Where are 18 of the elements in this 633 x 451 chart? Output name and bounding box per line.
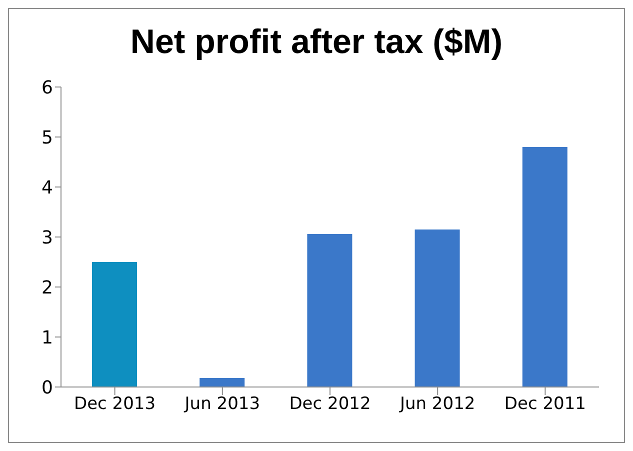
y-tick-label: 1 <box>42 327 53 348</box>
y-tick-label: 6 <box>42 77 53 98</box>
x-tick-label: Dec 2011 <box>504 394 586 414</box>
bar <box>522 147 568 387</box>
bar <box>414 230 460 387</box>
bar <box>307 234 352 387</box>
x-tick-label: Dec 2012 <box>289 394 371 414</box>
bar <box>92 262 137 387</box>
x-tick-label: Jun 2013 <box>184 394 260 414</box>
y-tick-label: 0 <box>42 377 53 398</box>
x-tick-label: Dec 2013 <box>74 394 156 414</box>
chart-title: Net profit after tax ($M) <box>129 23 504 63</box>
x-tick-label: Jun 2012 <box>398 394 476 414</box>
y-tick-label: 4 <box>42 177 53 198</box>
bar <box>200 378 245 387</box>
y-tick-label: 2 <box>42 277 53 298</box>
y-tick-label: 3 <box>42 227 53 248</box>
y-tick-label: 5 <box>42 127 53 148</box>
